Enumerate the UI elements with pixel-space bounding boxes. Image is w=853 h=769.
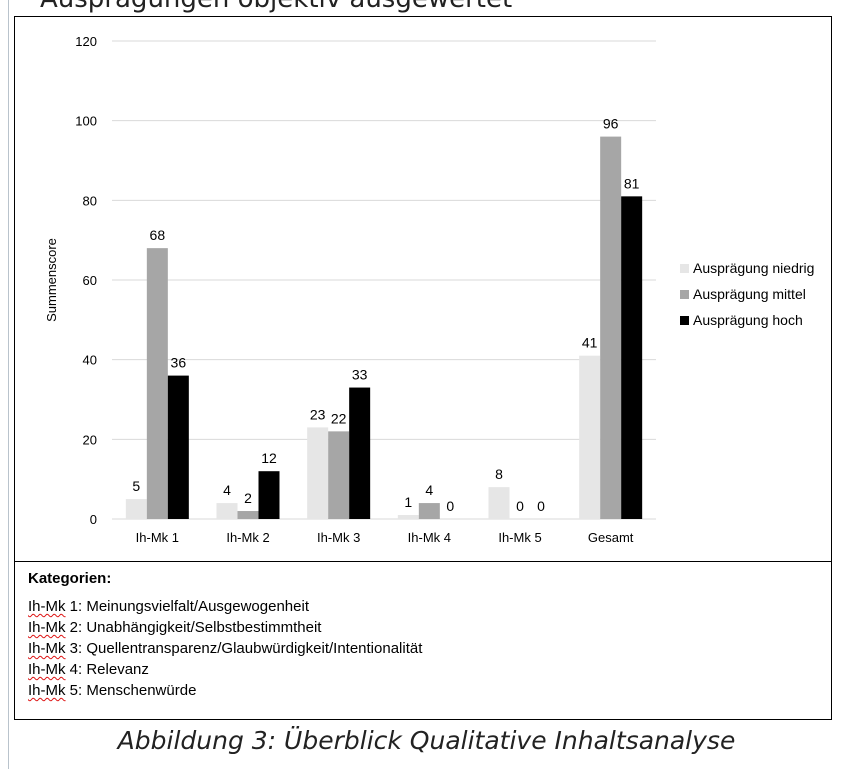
data-label: 22 xyxy=(331,410,347,426)
data-label: 41 xyxy=(582,335,598,351)
categories-list: Ih-Mk 1: Meinungsvielfalt/Ausgewogenheit… xyxy=(28,598,422,703)
data-label: 68 xyxy=(150,227,166,243)
data-label: 12 xyxy=(261,450,277,466)
category-description: 5: Menschenwürde xyxy=(65,682,197,699)
category-item: Ih-Mk 3: Quellentransparenz/Glaubwürdigk… xyxy=(28,640,422,661)
data-label: 36 xyxy=(171,355,187,371)
figure-frame xyxy=(14,16,832,720)
data-label: 5 xyxy=(132,478,140,494)
data-label: 23 xyxy=(310,406,326,422)
legend-item: Ausprägung niedrig xyxy=(680,255,814,281)
page-header-text: Ausprägungen objektiv ausgewertet xyxy=(40,0,512,14)
y-tick-label: 0 xyxy=(90,512,97,527)
bar xyxy=(216,503,238,519)
x-tick-label: Ih-Mk 1 xyxy=(136,530,179,545)
legend-swatch xyxy=(680,289,689,299)
bar xyxy=(418,503,440,519)
category-abbr: Ih-Mk xyxy=(28,661,66,678)
bar xyxy=(307,427,329,519)
bar xyxy=(579,355,601,519)
category-item: Ih-Mk 2: Unabhängigkeit/Selbstbestimmthe… xyxy=(28,619,422,640)
bar xyxy=(167,375,189,519)
category-abbr: Ih-Mk xyxy=(28,640,66,657)
data-label: 4 xyxy=(223,482,231,498)
x-tick-label: Ih-Mk 4 xyxy=(408,530,451,545)
legend-swatch xyxy=(680,315,689,325)
data-label: 0 xyxy=(446,498,454,514)
categories-title: Kategorien: xyxy=(28,570,112,587)
y-axis-label: Summenscore xyxy=(44,238,59,322)
category-abbr: Ih-Mk xyxy=(28,598,66,615)
legend-item: Ausprägung mittel xyxy=(680,281,814,307)
legend-label: Ausprägung hoch xyxy=(693,312,803,328)
category-abbr: Ih-Mk xyxy=(28,682,66,699)
y-tick-label: 40 xyxy=(83,353,97,368)
bar xyxy=(258,471,280,519)
figure-caption: Abbildung 3: Überblick Qualitative Inhal… xyxy=(117,726,736,755)
bar xyxy=(349,387,371,519)
data-label: 96 xyxy=(603,116,619,132)
data-label: 81 xyxy=(624,175,640,191)
figure-divider xyxy=(14,561,832,562)
legend-item: Ausprägung hoch xyxy=(680,307,814,333)
bar xyxy=(600,136,622,519)
bar xyxy=(146,248,168,519)
category-description: 1: Meinungsvielfalt/Ausgewogenheit xyxy=(65,598,309,615)
bar xyxy=(397,515,419,519)
category-abbr: Ih-Mk xyxy=(28,619,66,636)
bar xyxy=(488,487,510,519)
y-tick-label: 80 xyxy=(83,193,97,208)
y-tick-label: 100 xyxy=(75,114,97,129)
bar xyxy=(621,196,643,519)
bar xyxy=(237,511,259,519)
chart-legend: Ausprägung niedrig Ausprägung mittel Auspr… xyxy=(680,255,814,333)
data-label: 8 xyxy=(495,466,503,482)
category-description: 4: Relevanz xyxy=(65,661,149,678)
legend-label: Ausprägung niedrig xyxy=(693,260,815,276)
x-tick-label: Ih-Mk 2 xyxy=(226,530,269,545)
category-item: Ih-Mk 4: Relevanz xyxy=(28,661,422,682)
x-tick-label: Gesamt xyxy=(588,530,634,545)
category-item: Ih-Mk 5: Menschenwürde xyxy=(28,682,422,703)
data-label: 2 xyxy=(244,490,252,506)
y-tick-label: 20 xyxy=(83,432,97,447)
y-tick-label: 120 xyxy=(75,34,97,49)
x-tick-label: Ih-Mk 3 xyxy=(317,530,360,545)
data-label: 4 xyxy=(425,482,433,498)
y-tick-label: 60 xyxy=(83,273,97,288)
legend-swatch xyxy=(680,263,689,273)
data-label: 1 xyxy=(404,494,412,510)
category-description: 2: Unabhängigkeit/Selbstbestimmtheit xyxy=(65,619,322,636)
data-label: 0 xyxy=(537,498,545,514)
category-item: Ih-Mk 1: Meinungsvielfalt/Ausgewogenheit xyxy=(28,598,422,619)
page-margin-rule xyxy=(8,0,9,769)
data-label: 0 xyxy=(516,498,524,514)
bar xyxy=(125,499,147,519)
legend-label: Ausprägung mittel xyxy=(693,286,806,302)
data-label: 33 xyxy=(352,367,368,383)
x-tick-label: Ih-Mk 5 xyxy=(498,530,541,545)
category-description: 3: Quellentransparenz/Glaubwürdigkeit/In… xyxy=(65,640,423,657)
bar xyxy=(328,431,350,519)
page-header-fragment: Ausprägungen objektiv ausgewertet xyxy=(0,0,853,18)
